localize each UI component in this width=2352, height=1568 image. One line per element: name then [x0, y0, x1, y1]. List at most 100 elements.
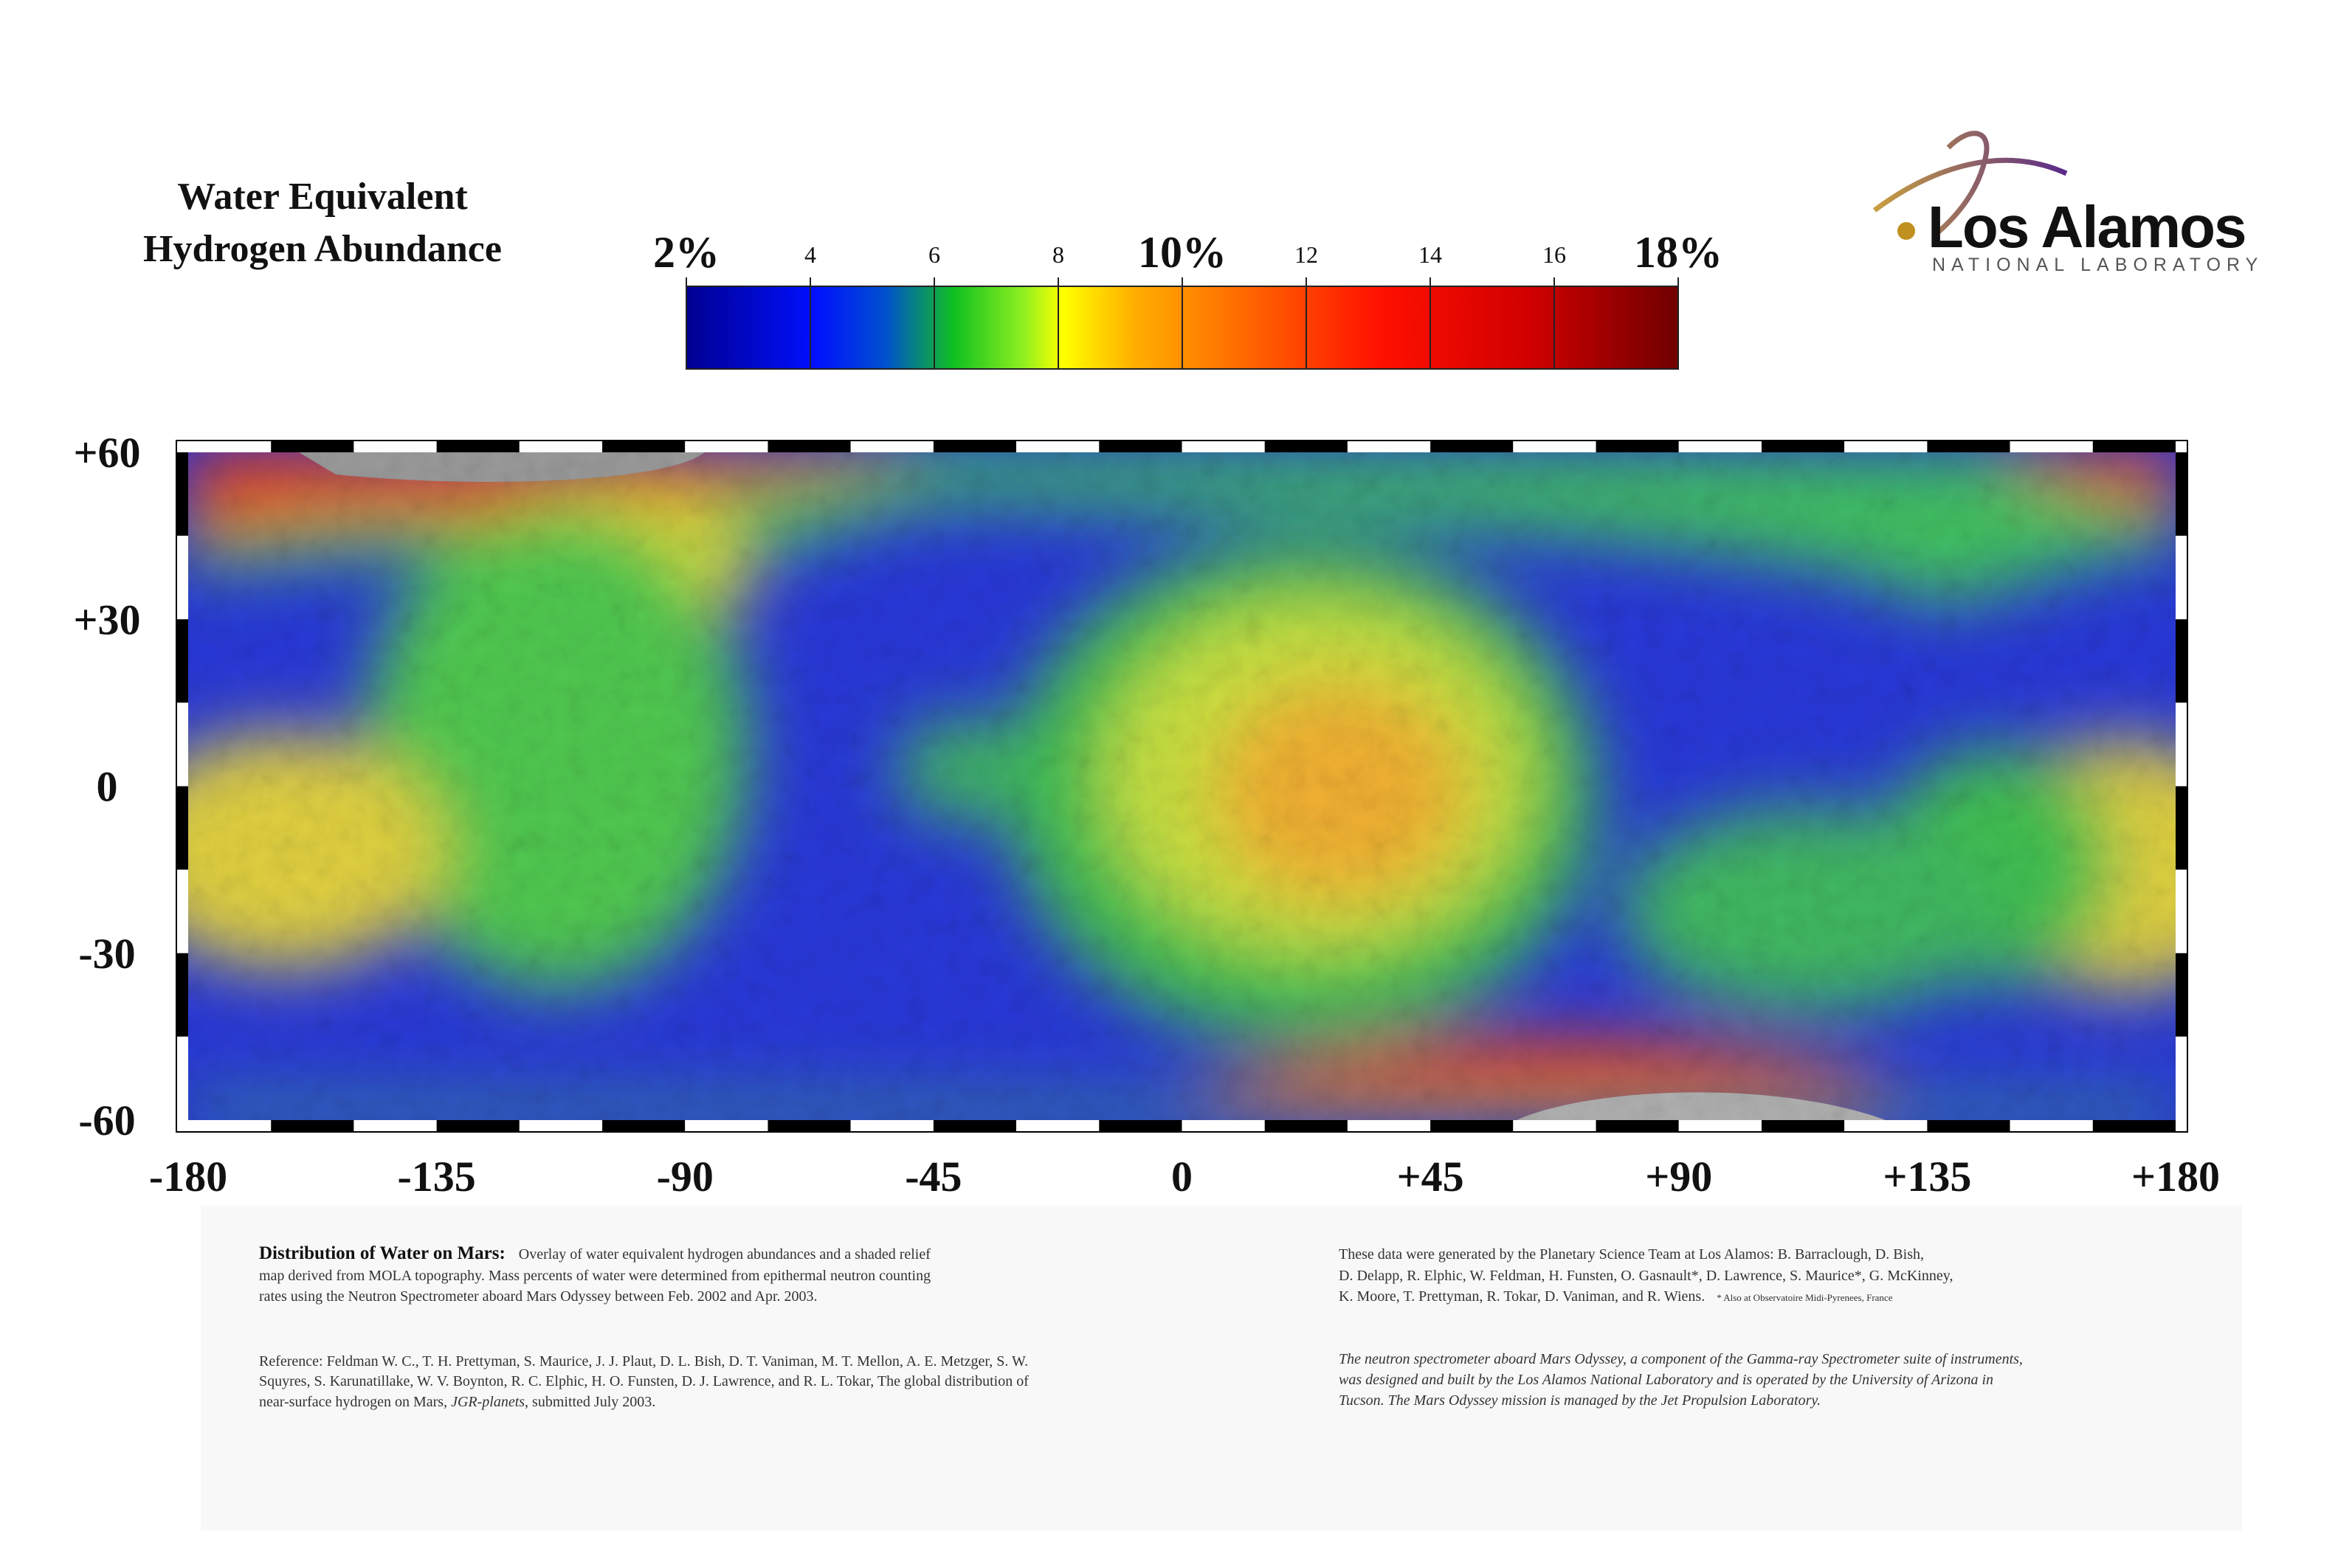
lon-label: -90	[657, 1153, 714, 1201]
frame-segment	[519, 1120, 603, 1132]
frame-segment	[1596, 441, 1679, 452]
lon-label: 0	[1171, 1153, 1193, 1201]
note-line: K. Moore, T. Prettyman, R. Tokar, D. Van…	[1339, 1288, 1893, 1305]
title-line: Hydrogen Abundance	[143, 228, 502, 270]
frame-segment	[2176, 619, 2187, 703]
frame-segment	[354, 1120, 437, 1132]
frame-segment	[850, 441, 934, 452]
frame-segment	[2092, 441, 2176, 452]
lon-label: +180	[2131, 1153, 2220, 1201]
frame-segment	[1844, 1120, 1928, 1132]
note-line: near-surface hydrogen on Mars, JGR-plane…	[259, 1394, 655, 1410]
map	[176, 440, 2188, 1133]
frame-segment	[1016, 1120, 1100, 1132]
colorbar-label: 2%	[653, 228, 720, 277]
frame-segment	[933, 441, 1017, 452]
frame-segment	[188, 441, 272, 452]
frame-segment	[1182, 441, 1265, 452]
map-frame	[176, 440, 2188, 1133]
note-heading: Distribution of Water on Mars:	[259, 1243, 506, 1263]
frame-segment	[176, 1036, 188, 1120]
frame-segment	[2176, 953, 2187, 1037]
lon-label: +135	[1883, 1153, 1971, 1201]
frame-segment	[176, 953, 188, 1037]
lon-label: +90	[1645, 1153, 1712, 1201]
frame-segment	[1927, 441, 2010, 452]
frame-segment	[850, 1120, 934, 1132]
colorbar-label: 10%	[1138, 228, 1227, 277]
frame-segment	[2176, 536, 2187, 620]
lon-label: -45	[905, 1153, 962, 1201]
frame-segment	[176, 619, 188, 703]
frame-segment	[602, 1120, 686, 1132]
note-line: Tucson. The Mars Odyssey mission is mana…	[1339, 1392, 1821, 1409]
note-line: Overlay of water equivalent hydrogen abu…	[519, 1246, 931, 1263]
colorbar-label: 8	[1052, 241, 1064, 268]
frame-segment	[176, 702, 188, 787]
frame-segment	[436, 1120, 520, 1132]
frame-segment	[2176, 786, 2187, 870]
frame-segment	[2176, 452, 2187, 536]
frame-segment	[1099, 441, 1182, 452]
notes-panel	[201, 1206, 2242, 1530]
logo-name: Los Alamos	[1928, 194, 2245, 260]
frame-segment	[436, 441, 520, 452]
logo-arc	[1872, 131, 2068, 238]
colorbar-label: 12	[1294, 241, 1318, 268]
note-line: Squyres, S. Karunatillake, W. V. Boynton…	[259, 1373, 1029, 1389]
frame-segment	[176, 786, 188, 870]
note-line: The neutron spectrometer aboard Mars Ody…	[1339, 1351, 2023, 1367]
logo-subtitle: NATIONAL LABORATORY	[1932, 255, 2263, 275]
frame-segment	[1182, 1120, 1265, 1132]
note-line: Reference: Feldman W. C., T. H. Prettyma…	[259, 1353, 1028, 1370]
note-line: map derived from MOLA topography. Mass p…	[259, 1268, 931, 1284]
note-line: D. Delapp, R. Elphic, W. Feldman, H. Fun…	[1339, 1268, 1953, 1284]
lat-label: -60	[78, 1096, 135, 1144]
frame-segment	[768, 1120, 851, 1132]
colorbar: 2% 4 6 8 10% 12 14 16 18%	[653, 228, 1722, 370]
lon-label: -135	[397, 1153, 475, 1201]
frame-segment	[2176, 702, 2187, 787]
frame-segment	[2176, 869, 2187, 953]
frame-segment	[2010, 1120, 2093, 1132]
frame-segment	[519, 441, 603, 452]
frame-segment	[1430, 1120, 1514, 1132]
title-line: Water Equivalent	[177, 176, 468, 218]
note-line: rates using the Neutron Spectrometer abo…	[259, 1288, 818, 1305]
frame-segment	[1513, 441, 1596, 452]
frame-segment	[2010, 441, 2093, 452]
lon-label: -180	[149, 1153, 227, 1201]
logo-dot	[1897, 222, 1915, 240]
frame-segment	[1430, 441, 1514, 452]
frame-segment	[1513, 1120, 1596, 1132]
frame-segment	[1264, 1120, 1348, 1132]
note-part: , submitted July 2003.	[525, 1394, 655, 1410]
frame-segment	[271, 1120, 354, 1132]
frame-segment	[176, 452, 188, 536]
frame-segment	[1844, 441, 1928, 452]
colorbar-label: 4	[804, 241, 816, 268]
frame-segment	[2176, 1036, 2187, 1120]
relief	[188, 452, 2176, 1120]
frame-segment	[1016, 441, 1100, 452]
note-line: These data were generated by the Planeta…	[1339, 1246, 1924, 1263]
frame-segment	[1761, 1120, 1845, 1132]
colorbar-label: 6	[928, 241, 940, 268]
frame-segment	[602, 441, 686, 452]
lat-label: 0	[97, 763, 118, 811]
lat-label: +30	[73, 595, 140, 643]
frame-segment	[176, 869, 188, 953]
logo: Los Alamos NATIONAL LABORATORY	[1872, 131, 2263, 275]
frame-segment	[1099, 1120, 1182, 1132]
frame-segment	[768, 441, 851, 452]
frame-segment	[933, 1120, 1017, 1132]
note-part: near-surface hydrogen on Mars,	[259, 1394, 451, 1410]
lat-label: -30	[78, 930, 135, 978]
frame-segment	[1761, 441, 1845, 452]
frame-segment	[1678, 441, 1762, 452]
lat-label: +60	[73, 429, 140, 477]
frame-segment	[1347, 441, 1431, 452]
colorbar-label: 18%	[1634, 228, 1722, 277]
frame-segment	[685, 441, 768, 452]
